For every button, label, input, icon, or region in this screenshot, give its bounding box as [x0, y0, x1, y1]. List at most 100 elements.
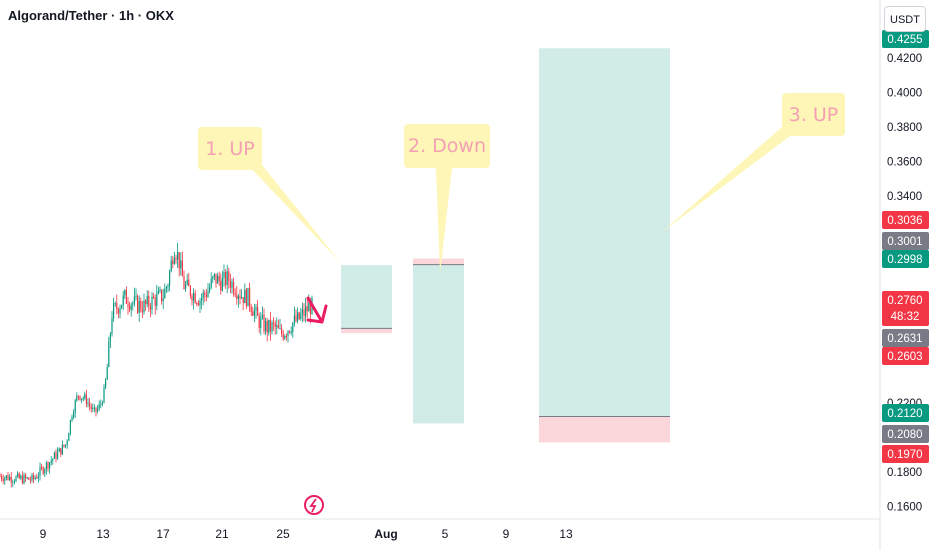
candle-body — [36, 477, 38, 479]
price-label-text: 0.2120 — [887, 408, 922, 420]
candle-body — [31, 474, 33, 481]
candle-body — [82, 398, 84, 400]
x-axis: 9 13 17 21 25 Aug 5 9 13 — [0, 518, 880, 541]
candle-body — [97, 408, 99, 412]
callout-pointers — [248, 127, 790, 273]
candle-body — [138, 300, 140, 313]
candle-body — [170, 260, 172, 272]
candle-body — [295, 315, 297, 322]
candle-body — [1, 476, 3, 479]
annotation-3-pointer — [662, 127, 790, 232]
candle-body — [285, 335, 287, 337]
candle-body — [308, 303, 310, 312]
candle-body — [132, 303, 134, 305]
candle-body — [148, 295, 150, 307]
x-tick-label: 5 — [442, 527, 449, 541]
candle-body — [255, 306, 257, 311]
candle-body — [292, 322, 294, 333]
candle-body — [207, 291, 209, 297]
candle-body — [305, 306, 307, 316]
candle-body — [105, 379, 107, 388]
candle-body — [261, 314, 263, 318]
candle-body — [205, 294, 207, 297]
position-zones — [341, 48, 670, 443]
y-axis: 0.16000.18000.22000.34000.36000.38000.40… — [879, 0, 922, 550]
candle-body — [73, 413, 75, 418]
candle-body — [89, 402, 91, 406]
candle-body — [0, 476, 1, 478]
candle-body — [245, 289, 247, 307]
candle-body — [247, 288, 249, 307]
currency-selector[interactable]: USDT — [884, 6, 926, 32]
price-labels: 0.4255 0.3036 0.3001 0.2998 0.2760 48:32 0.263… — [882, 30, 929, 463]
candle-body — [84, 394, 86, 399]
candle-body — [234, 293, 236, 296]
candle-body — [5, 475, 7, 478]
candle-body — [145, 300, 147, 305]
price-label-text: 0.2760 — [887, 295, 922, 307]
candle-body — [100, 404, 102, 406]
candle-body — [135, 296, 137, 298]
candle-body — [50, 460, 52, 463]
lightning-icon[interactable] — [304, 495, 324, 515]
candle-body — [197, 303, 199, 306]
candle-body — [90, 405, 92, 410]
candle-body — [154, 298, 156, 306]
candle-body — [164, 288, 166, 299]
forecast-arrow-icon — [306, 296, 328, 324]
candle-body — [212, 276, 214, 279]
candle-body — [45, 462, 47, 470]
candle-body — [114, 303, 116, 305]
candle-body — [44, 469, 46, 474]
price-label-box — [882, 291, 929, 326]
candle-body — [297, 312, 299, 322]
candle-body — [108, 341, 110, 367]
candle-body — [26, 477, 28, 479]
candle-body — [284, 335, 286, 339]
candle-body — [87, 402, 89, 404]
candle-body — [271, 322, 273, 332]
candle-body — [20, 475, 22, 479]
candle-body — [263, 314, 265, 332]
long-position-1-stop-zone — [341, 328, 392, 334]
price-label-box — [882, 404, 929, 422]
candle-body — [165, 287, 167, 289]
annotation-1-up[interactable]: 1. UP — [198, 127, 262, 170]
candlestick-series — [0, 242, 313, 488]
candle-body — [226, 271, 228, 286]
y-tick-label: 0.4200 — [887, 53, 922, 65]
x-tick-label: 9 — [40, 527, 47, 541]
candle-body — [180, 260, 182, 269]
candle-body — [13, 481, 15, 483]
candle-body — [121, 304, 123, 309]
candle-body — [306, 306, 308, 312]
candle-body — [127, 303, 129, 307]
candle-body — [188, 279, 190, 287]
candle-body — [196, 302, 198, 304]
candle-body — [250, 306, 252, 312]
x-tick-label: 9 — [503, 527, 510, 541]
short-position-2-profit-zone — [413, 264, 464, 424]
candle-body — [2, 478, 4, 481]
candle-body — [282, 333, 284, 339]
x-tick-label: 17 — [156, 527, 170, 541]
candle-body — [7, 475, 9, 480]
candle-body — [177, 252, 179, 260]
candle-body — [10, 476, 12, 483]
candle-body — [39, 467, 41, 477]
candle-body — [199, 300, 201, 306]
candle-body — [47, 462, 49, 469]
annotation-2-down[interactable]: 2. Down — [404, 124, 490, 168]
price-label-text: 0.2631 — [887, 333, 922, 345]
annotation-3-up[interactable]: 3. UP — [782, 93, 845, 136]
candle-body — [242, 297, 244, 304]
candle-body — [76, 395, 78, 401]
candle-body — [58, 448, 60, 452]
candle-body — [253, 310, 255, 316]
candle-body — [202, 292, 204, 299]
x-tick-label: 21 — [215, 527, 229, 541]
candle-body — [239, 296, 241, 299]
candle-body — [4, 477, 6, 481]
candle-body — [287, 331, 289, 337]
